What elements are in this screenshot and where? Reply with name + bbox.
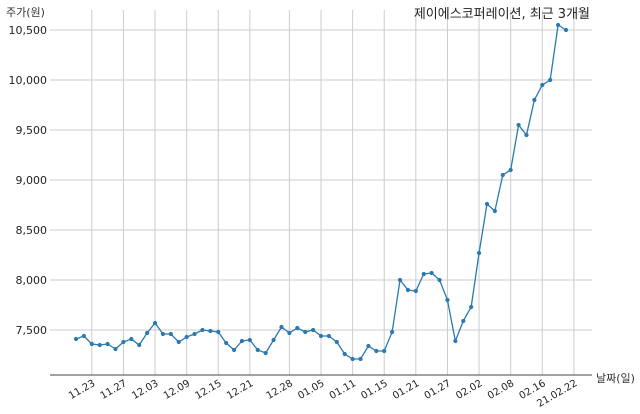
data-point bbox=[563, 27, 569, 33]
data-point bbox=[469, 304, 474, 310]
data-point bbox=[160, 331, 166, 337]
y-tick-labels: 7,500 8,000 8,500 9,000 9,500 10,000 10,500 bbox=[9, 24, 48, 337]
data-point bbox=[97, 342, 102, 348]
data-point bbox=[453, 338, 458, 344]
grid-layer bbox=[50, 10, 592, 375]
data-point bbox=[152, 320, 158, 326]
data-point bbox=[540, 82, 545, 88]
data-point bbox=[287, 330, 292, 336]
data-point bbox=[121, 339, 126, 345]
data-point bbox=[476, 250, 482, 256]
y-tick-label: 7,500 bbox=[16, 324, 48, 337]
data-point bbox=[334, 339, 339, 345]
data-point bbox=[263, 350, 268, 356]
data-point bbox=[129, 336, 134, 342]
data-point bbox=[374, 348, 379, 354]
data-point bbox=[318, 333, 324, 339]
y-tick-label: 10,000 bbox=[9, 74, 48, 87]
data-point bbox=[89, 341, 94, 347]
y-tick-label: 8,000 bbox=[16, 274, 48, 287]
data-point bbox=[508, 167, 513, 173]
data-point bbox=[81, 333, 87, 339]
data-point bbox=[484, 201, 490, 207]
data-point bbox=[192, 331, 197, 337]
data-point bbox=[437, 277, 442, 283]
data-point bbox=[113, 346, 118, 352]
x-tick-label: 01.11 bbox=[328, 378, 358, 402]
data-point bbox=[303, 329, 308, 335]
data-point bbox=[366, 343, 371, 349]
data-point bbox=[532, 97, 537, 103]
x-tick-labels: 11.23 11.27 12.03 12.09 12.15 12.21 12.28 01.05… bbox=[67, 378, 579, 410]
x-tick-label: 01.15 bbox=[359, 378, 389, 402]
data-point bbox=[105, 341, 110, 347]
chart-title: 제이에스코퍼레이션, 최근 3개월 bbox=[414, 7, 590, 22]
x-tick-label: 12.03 bbox=[130, 378, 160, 402]
data-point bbox=[145, 330, 150, 336]
x-tick-label: 02.02 bbox=[454, 378, 484, 402]
x-tick-label: 11.23 bbox=[67, 378, 97, 402]
y-tick-label: 8,500 bbox=[16, 224, 48, 237]
data-point bbox=[208, 328, 213, 334]
data-point bbox=[548, 77, 553, 83]
data-point bbox=[342, 351, 347, 357]
data-point bbox=[421, 271, 426, 277]
data-point bbox=[216, 329, 221, 335]
data-point bbox=[271, 337, 276, 343]
data-point bbox=[382, 348, 387, 354]
data-point bbox=[524, 132, 529, 138]
x-tick-label: 12.28 bbox=[265, 378, 295, 402]
data-point bbox=[390, 329, 395, 335]
y-tick-label: 10,500 bbox=[9, 24, 48, 37]
data-point bbox=[200, 327, 205, 333]
data-point bbox=[445, 297, 450, 303]
x-tick-label: 11.27 bbox=[99, 378, 129, 402]
data-point bbox=[492, 208, 497, 214]
data-point bbox=[326, 333, 332, 339]
x-tick-label: 01.21 bbox=[391, 378, 421, 402]
data-point bbox=[137, 342, 142, 348]
x-tick-label: 12.09 bbox=[162, 378, 192, 402]
data-point bbox=[247, 337, 252, 343]
x-tick-label: 12.21 bbox=[225, 378, 255, 402]
data-point bbox=[184, 334, 189, 340]
data-point bbox=[255, 347, 260, 353]
x-tick-label: 01.05 bbox=[296, 378, 326, 402]
data-point bbox=[73, 336, 79, 342]
data-point bbox=[231, 347, 237, 353]
data-point bbox=[516, 122, 521, 128]
data-point bbox=[500, 172, 505, 178]
x-tick-label: 02.08 bbox=[486, 378, 516, 402]
data-point bbox=[239, 338, 245, 344]
y-tick-label: 9,500 bbox=[16, 124, 48, 137]
data-point bbox=[224, 340, 229, 346]
data-point bbox=[405, 287, 411, 293]
data-point bbox=[358, 356, 363, 362]
data-point bbox=[397, 277, 403, 283]
y-tick-label: 9,000 bbox=[16, 174, 48, 187]
data-point bbox=[413, 288, 418, 294]
data-point bbox=[350, 356, 355, 362]
data-points bbox=[73, 22, 569, 362]
x-axis-title: 날짜(일) bbox=[596, 371, 635, 385]
data-point bbox=[168, 331, 173, 337]
data-point bbox=[429, 270, 434, 276]
x-tick-label: 01.27 bbox=[423, 378, 453, 402]
x-tick-label: 12.15 bbox=[193, 378, 223, 402]
data-point bbox=[555, 22, 561, 28]
data-point bbox=[279, 324, 284, 330]
data-point bbox=[461, 318, 466, 324]
data-point bbox=[295, 325, 300, 331]
data-point bbox=[176, 339, 181, 345]
data-point bbox=[310, 327, 316, 333]
y-axis-title: 주가(원) bbox=[6, 6, 45, 19]
